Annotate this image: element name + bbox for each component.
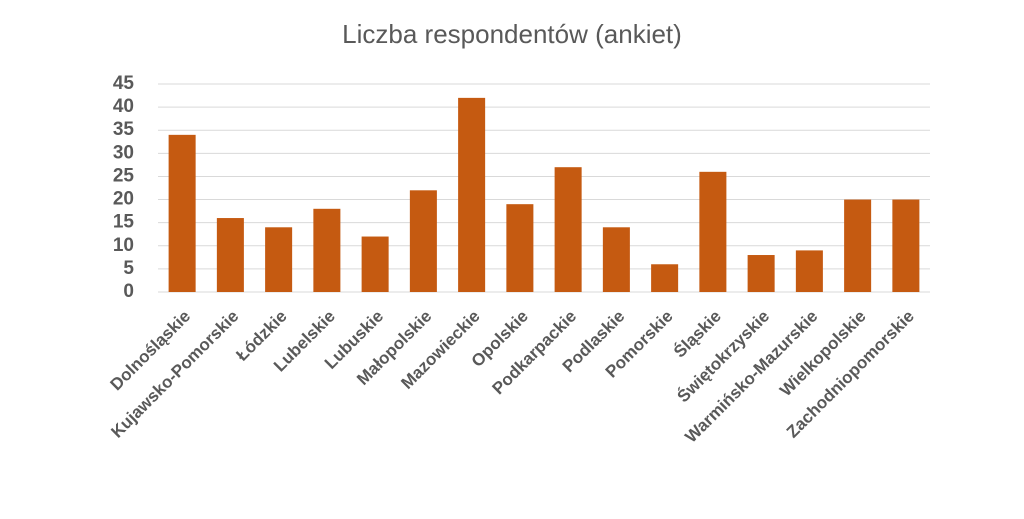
bar <box>458 97 486 292</box>
y-tick-label: 15 <box>113 212 135 233</box>
chart-title: Liczba respondentów (ankiet) <box>342 19 682 49</box>
x-tick-label: Wielkopolskie <box>776 307 869 400</box>
y-tick-label: 35 <box>113 119 135 140</box>
y-tick-label: 30 <box>113 142 134 163</box>
bar <box>699 171 727 292</box>
bar <box>265 227 293 292</box>
bar <box>602 227 630 292</box>
bar <box>795 250 823 292</box>
y-tick-label: 40 <box>113 96 134 117</box>
bar <box>651 264 679 292</box>
y-tick-label: 5 <box>123 258 134 279</box>
bar <box>747 255 775 292</box>
y-tick-label: 0 <box>123 281 134 302</box>
bar <box>216 218 244 292</box>
bar <box>844 199 872 292</box>
x-tick-label: Podkarpackie <box>489 307 581 399</box>
bar <box>168 134 196 292</box>
bar <box>313 208 341 292</box>
y-tick-label: 20 <box>113 189 134 210</box>
y-tick-label: 45 <box>113 73 135 94</box>
bar <box>409 190 437 292</box>
bar <box>554 167 582 292</box>
bar <box>361 236 389 292</box>
bar <box>892 199 920 292</box>
y-tick-label: 25 <box>113 165 135 186</box>
bar <box>506 204 534 292</box>
y-tick-label: 10 <box>113 235 134 256</box>
